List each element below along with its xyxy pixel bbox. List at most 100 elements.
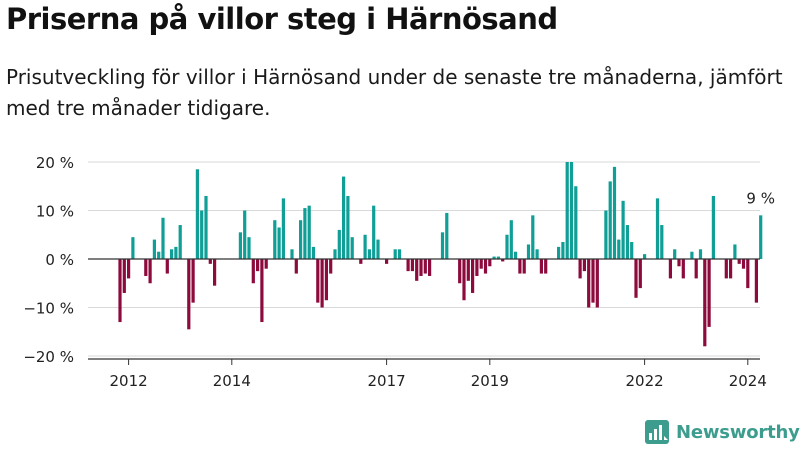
bar (247, 237, 251, 259)
bar (397, 249, 402, 259)
bar (385, 259, 389, 264)
bar (698, 249, 703, 259)
bar (754, 259, 758, 303)
bar (488, 259, 492, 267)
x-axis-ticks: 2012 2014 2017 2019 2022 2024 (110, 359, 767, 390)
bar (238, 232, 242, 259)
bar (144, 259, 148, 276)
bar (638, 259, 642, 289)
bar (578, 259, 582, 279)
bar (372, 205, 376, 259)
bar (152, 239, 156, 259)
bar (634, 259, 638, 298)
bar (587, 259, 591, 308)
bar (741, 259, 746, 269)
bar (359, 259, 363, 264)
bar (363, 234, 367, 259)
bar (492, 256, 496, 259)
bar (677, 259, 681, 267)
last-value-label: 9 % (746, 189, 775, 207)
bar (514, 251, 518, 259)
bar (428, 259, 432, 276)
bar (251, 259, 255, 284)
bar (127, 259, 131, 279)
chart-logo-icon (645, 420, 669, 444)
bar (320, 259, 324, 308)
bar (243, 210, 247, 259)
bar (612, 166, 617, 259)
bar (630, 242, 634, 259)
bar (264, 259, 268, 269)
y-tick-label: −20 % (23, 348, 74, 366)
chart-subtitle: Prisutveckling för villor i Härnösand un… (6, 65, 783, 120)
bar (694, 259, 698, 279)
bar (367, 249, 371, 259)
bar (170, 249, 174, 259)
bar (643, 254, 647, 259)
bar (406, 259, 410, 272)
bar (273, 220, 277, 259)
x-tick-label: 2022 (626, 372, 664, 390)
x-tick-label: 2012 (110, 372, 148, 390)
bar (419, 259, 423, 276)
bar (608, 181, 612, 259)
bar (311, 246, 316, 259)
x-tick-label: 2017 (368, 372, 406, 390)
x-tick-label: 2024 (729, 372, 767, 390)
bar (281, 198, 285, 259)
bar (673, 249, 677, 259)
bar (625, 225, 629, 259)
bar (531, 215, 535, 259)
bar (376, 239, 380, 259)
bar (208, 259, 212, 264)
newsworthy-logo: Newsworthy (644, 419, 800, 445)
annotations: 9 % (746, 189, 775, 207)
chart-title: Priserna på villor steg i Härnösand (6, 2, 558, 36)
bar (724, 259, 728, 279)
bar (307, 205, 311, 259)
bar (187, 259, 191, 330)
brand-name: Newsworthy (676, 421, 800, 443)
bar (707, 259, 711, 327)
bar (337, 229, 341, 259)
bar (213, 259, 217, 286)
bar (195, 169, 199, 259)
bar (544, 259, 548, 274)
y-tick-label: 10 % (36, 203, 74, 221)
bar (703, 259, 707, 347)
bar (733, 244, 737, 259)
bar (483, 259, 488, 274)
bar (178, 225, 182, 259)
bar (501, 259, 505, 262)
bar (122, 259, 126, 293)
bar (277, 227, 281, 259)
bar (290, 249, 294, 259)
bar (496, 256, 500, 259)
bar (329, 259, 333, 274)
bar (333, 249, 337, 259)
bar (505, 234, 509, 259)
bar (393, 249, 397, 259)
bar (509, 220, 513, 259)
x-tick-label: 2014 (213, 372, 251, 390)
bar (415, 259, 419, 281)
bar (561, 242, 565, 259)
bar (746, 259, 750, 289)
bar (595, 259, 599, 308)
bar (346, 195, 350, 259)
bar (569, 162, 574, 259)
bar (458, 259, 462, 284)
y-tick-label: −10 % (23, 300, 74, 318)
bar (660, 225, 664, 259)
bar (539, 259, 543, 274)
bar (681, 259, 685, 279)
bar (668, 259, 672, 279)
bar (574, 186, 578, 259)
bars (118, 162, 763, 347)
bar (174, 246, 178, 259)
bar (655, 198, 660, 259)
bar (294, 259, 298, 274)
bar (161, 217, 165, 259)
bar (410, 259, 414, 272)
